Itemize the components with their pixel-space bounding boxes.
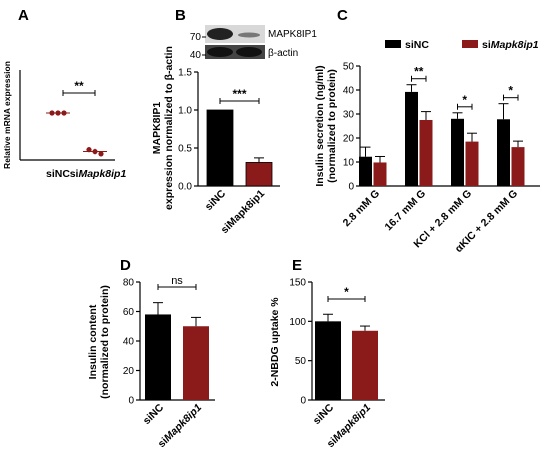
panel-c-letter: C — [337, 7, 348, 24]
c-significance-label: * — [508, 84, 513, 98]
b-blot-label-2: β-actin — [268, 48, 298, 59]
c-y-tick-label: 50 — [343, 62, 355, 73]
c-legend-swatch-sikd — [462, 40, 478, 48]
b-y-tick-label: 0.5 — [178, 144, 192, 155]
b-y-tick-label: 0.0 — [178, 182, 192, 193]
e-bar — [352, 330, 378, 400]
b-category-label: siNC — [203, 187, 229, 213]
d-y-tick-label: 60 — [123, 307, 135, 318]
e-y-tick-label: 150 — [289, 278, 306, 289]
e-y-tick-label: 50 — [295, 356, 307, 367]
c-bar — [373, 162, 387, 186]
c-legend-label-sinc: siNC — [405, 39, 429, 51]
b-y-tick-label: 1.0 — [178, 106, 192, 117]
b-blot-label-1: MAPK8IP1 — [268, 29, 317, 40]
d-y-tick-label: 40 — [123, 337, 135, 348]
c-bar — [497, 119, 510, 186]
a-data-point — [86, 147, 92, 153]
e-y-tick-label: 100 — [289, 317, 306, 328]
d-bar — [145, 314, 171, 400]
panel-d-letter: D — [120, 257, 131, 274]
c-y-tick-label: 30 — [343, 110, 355, 121]
b-bar — [206, 109, 234, 187]
d-category-label: siNC — [141, 401, 167, 427]
panel-d: D 0 20 40 60 80 Insulin content (normalized to … — [87, 257, 215, 450]
c-significance-label: * — [462, 93, 467, 107]
b-significance-label: *** — [232, 87, 246, 101]
d-y-tick-label: 0 — [128, 396, 134, 407]
b-blot-marker-1: 70 — [190, 32, 202, 43]
b-blot-band2-sinc — [207, 47, 233, 57]
b-y-tick-label: 1.5 — [178, 68, 192, 79]
e-y-tick-label: 0 — [300, 396, 306, 407]
a-y-axis-label: Relative mRNA expression — [2, 61, 12, 169]
a-category-label: siMapk8ip1 — [70, 168, 127, 180]
b-y-axis-label: MAPK8IP1 — [151, 102, 163, 155]
c-category-label: 16.7 mM G — [382, 188, 428, 234]
c-bar — [359, 156, 372, 186]
b-blot-marker-2: 40 — [190, 50, 202, 61]
panel-a-letter: A — [18, 7, 29, 24]
d-significance-label: ns — [171, 275, 183, 287]
c-bar — [465, 141, 479, 186]
a-data-point — [98, 151, 104, 157]
c-y-tick-label: 40 — [343, 86, 355, 97]
d-y-axis-label: (normalized to protein) — [99, 285, 111, 399]
c-category-label: 2.8 mM G — [341, 188, 382, 229]
panel-a: A Relative mRNA expression ** siNC siMapk8ip… — [2, 7, 126, 180]
a-significance-label: ** — [74, 79, 84, 93]
e-significance-label: * — [344, 285, 349, 299]
d-y-axis-label: Insulin content — [87, 304, 99, 379]
c-legend-swatch-sinc — [385, 40, 401, 48]
b-bar — [245, 162, 273, 187]
c-y-tick-label: 0 — [348, 182, 354, 193]
e-bar — [315, 321, 341, 400]
d-y-tick-label: 80 — [123, 278, 135, 289]
c-y-axis-label: (normalized to protein) — [326, 69, 338, 183]
c-y-tick-label: 10 — [343, 158, 355, 169]
c-bar — [419, 120, 433, 186]
d-bar — [183, 326, 209, 400]
b-blot-band2-sikd — [236, 47, 262, 57]
c-y-tick-label: 20 — [343, 134, 355, 145]
a-category-label: siNC — [46, 168, 70, 180]
panel-e-letter: E — [292, 257, 302, 274]
panel-b: B MAPK8IP1 β-actin 70 40 0.0 0.5 1.0 1.5 MAPK8IP1… — [151, 7, 317, 236]
b-blot-band1-sinc — [207, 28, 233, 40]
c-bar — [451, 118, 464, 186]
b-blot-band1-sikd — [238, 32, 260, 38]
b-y-axis-label: expression normalized to β-actin — [163, 46, 175, 210]
e-category-label: siNC — [311, 401, 337, 427]
c-y-axis-label: Insulin secretion (ng/ml) — [314, 65, 326, 186]
c-significance-label: ** — [414, 65, 424, 79]
panel-b-letter: B — [175, 7, 186, 24]
d-y-tick-label: 20 — [123, 366, 135, 377]
c-legend-label-sikd: siMapk8ip1 — [482, 39, 539, 51]
c-bar — [511, 147, 525, 186]
e-y-axis-label: 2-NBDG uptake % — [269, 297, 281, 387]
c-bar — [405, 91, 418, 186]
